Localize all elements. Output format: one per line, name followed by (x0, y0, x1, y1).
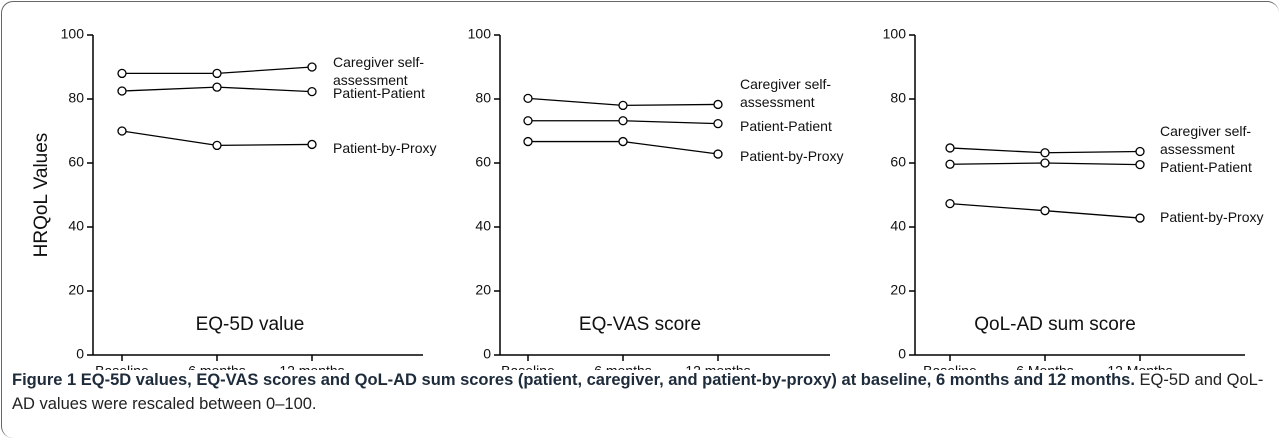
y-tick-label: 80 (890, 90, 906, 106)
series-label: Patient-by-Proxy (1160, 209, 1264, 225)
data-point (1040, 206, 1050, 216)
caption-title: EQ-5D values, EQ-VAS scores and QoL-AD s… (80, 371, 1135, 389)
panel-title: EQ-5D value (196, 314, 305, 335)
data-point (618, 100, 628, 111)
data-point (1135, 146, 1145, 157)
data-point (945, 159, 955, 169)
series-label: Patient-by-Proxy (740, 148, 844, 164)
data-point (117, 126, 127, 136)
x-tick-label: 12 Months (1107, 363, 1172, 370)
panel-title: QoL-AD sum score (974, 314, 1136, 335)
data-point (523, 93, 533, 104)
data-point (713, 99, 723, 110)
x-tick-label: Baseline (95, 363, 149, 370)
data-point (117, 68, 127, 79)
y-tick-label: 40 (68, 218, 84, 234)
y-tick-label: 100 (468, 26, 492, 42)
y-tick-label: 20 (68, 282, 84, 298)
data-point (307, 139, 317, 150)
data-point (1040, 158, 1050, 168)
y-tick-label: 100 (883, 26, 907, 42)
data-point (523, 116, 533, 126)
data-point (523, 136, 533, 147)
data-point (307, 86, 317, 97)
caption-label: Figure 1 (12, 371, 77, 389)
y-tick-label: 40 (475, 218, 491, 234)
data-point (945, 143, 955, 153)
data-point (212, 82, 222, 92)
y-tick-label: 0 (76, 346, 84, 362)
data-point (1135, 159, 1145, 170)
caption: Figure 1 EQ-5D values, EQ-VAS scores and… (12, 368, 1272, 416)
y-tick-label: 0 (483, 346, 491, 362)
y-tick-label: 0 (898, 346, 906, 362)
y-tick-label: 80 (68, 90, 84, 106)
data-point (1135, 213, 1145, 223)
data-point (1040, 148, 1050, 158)
chart: 0 20 40 60 80 100 Baseline 6 months 12 months EQ-… (31, 26, 1245, 370)
series-label: Caregiver self-assessment (740, 76, 832, 110)
series-label: Caregiver self-assessment (333, 54, 425, 88)
data-point (117, 86, 127, 96)
data-point (945, 198, 955, 209)
series-label: Patient-by-Proxy (333, 140, 437, 156)
y-tick-label: 60 (890, 154, 906, 170)
x-tick-label: Baseline (923, 363, 977, 370)
x-tick-label: 6 Months (1016, 363, 1074, 370)
y-tick-label: 20 (890, 282, 906, 298)
x-tick-label: 6 months (188, 363, 246, 370)
series-label: Patient-Patient (740, 118, 832, 134)
y-tick-label: 80 (475, 90, 491, 106)
x-tick-label: 6 months (594, 363, 652, 370)
x-tick-label: 12 months (279, 363, 344, 370)
data-point (618, 136, 628, 147)
data-point (713, 118, 723, 129)
y-tick-label: 20 (475, 282, 491, 298)
y-tick-label: 60 (68, 154, 84, 170)
y-axis-label: HRQoL Values (31, 133, 52, 258)
caption-text: EQ-5D and QoL-AD values were rescaled be… (12, 371, 1264, 413)
data-point (713, 149, 723, 159)
data-point (307, 62, 317, 72)
x-tick-label: Baseline (501, 363, 555, 370)
panel-title: EQ-VAS score (579, 314, 701, 335)
y-tick-label: 100 (61, 26, 85, 42)
series-label: Patient-Patient (1160, 159, 1252, 175)
x-tick-label: 12 months (685, 363, 750, 370)
series-label: Patient-Patient (333, 85, 425, 101)
data-point (618, 116, 628, 126)
series-label: Caregiver self-assessment (1160, 123, 1252, 157)
data-point (212, 140, 222, 151)
y-tick-label: 40 (890, 218, 906, 234)
data-point (212, 68, 222, 79)
y-tick-label: 60 (475, 154, 491, 170)
